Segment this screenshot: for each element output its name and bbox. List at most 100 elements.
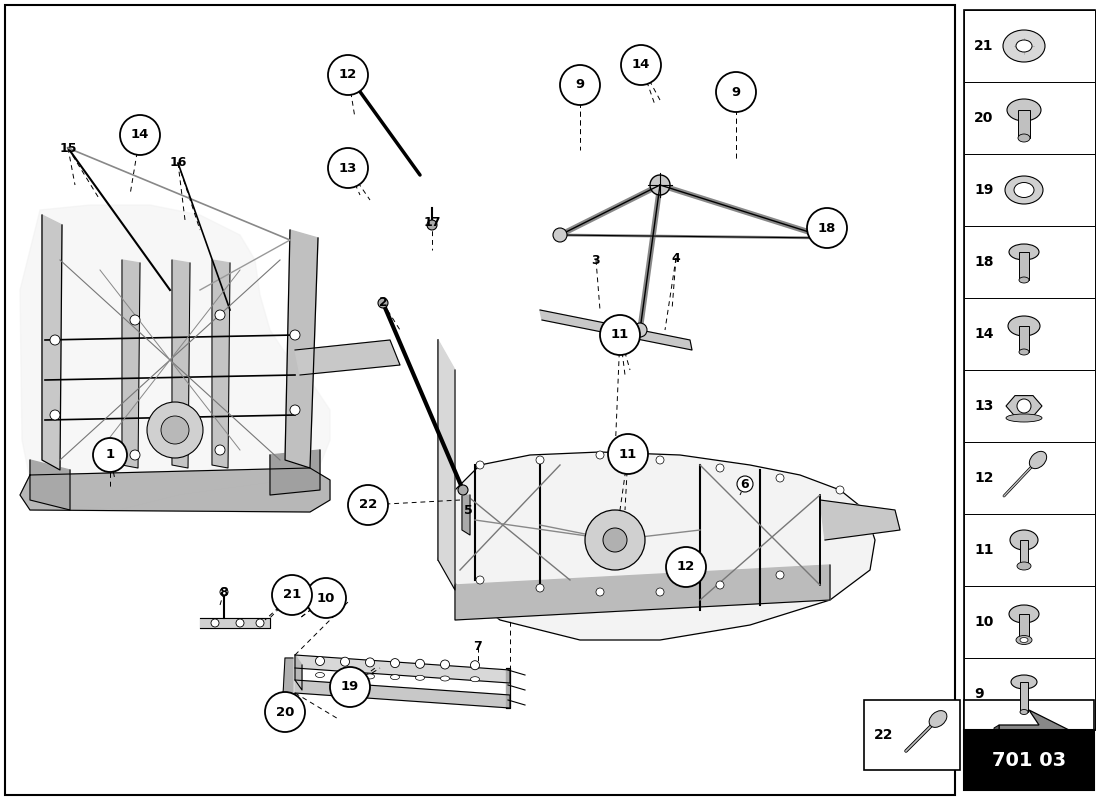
Text: 8: 8 bbox=[220, 586, 229, 598]
Bar bbox=[1019, 252, 1028, 280]
Circle shape bbox=[536, 456, 544, 464]
Circle shape bbox=[220, 588, 228, 596]
Polygon shape bbox=[438, 340, 874, 640]
Polygon shape bbox=[200, 618, 270, 628]
Bar bbox=[1019, 326, 1028, 352]
Circle shape bbox=[328, 148, 369, 188]
Polygon shape bbox=[295, 655, 302, 690]
Polygon shape bbox=[994, 725, 999, 743]
Ellipse shape bbox=[1030, 451, 1046, 469]
FancyBboxPatch shape bbox=[964, 10, 1094, 730]
Ellipse shape bbox=[1006, 414, 1042, 422]
Polygon shape bbox=[1006, 396, 1042, 416]
Polygon shape bbox=[438, 340, 455, 590]
Circle shape bbox=[130, 450, 140, 460]
Circle shape bbox=[316, 657, 324, 666]
Circle shape bbox=[716, 464, 724, 472]
Text: 7: 7 bbox=[474, 641, 483, 654]
Text: 13: 13 bbox=[974, 399, 993, 413]
Ellipse shape bbox=[1018, 134, 1030, 142]
Circle shape bbox=[471, 661, 480, 670]
Ellipse shape bbox=[1016, 40, 1032, 52]
Text: 12: 12 bbox=[676, 561, 695, 574]
Ellipse shape bbox=[1016, 635, 1032, 645]
Ellipse shape bbox=[1019, 277, 1028, 283]
Text: 13: 13 bbox=[339, 162, 358, 174]
Text: 20: 20 bbox=[974, 111, 993, 125]
Circle shape bbox=[365, 658, 374, 667]
Circle shape bbox=[656, 588, 664, 596]
Circle shape bbox=[1018, 399, 1031, 413]
Circle shape bbox=[621, 45, 661, 85]
Text: 18: 18 bbox=[974, 255, 993, 269]
Circle shape bbox=[776, 474, 784, 482]
Ellipse shape bbox=[1010, 530, 1038, 550]
Ellipse shape bbox=[1020, 710, 1028, 714]
Ellipse shape bbox=[365, 674, 374, 679]
Text: 17: 17 bbox=[424, 215, 441, 229]
FancyBboxPatch shape bbox=[964, 442, 1094, 514]
Polygon shape bbox=[122, 260, 140, 468]
Circle shape bbox=[390, 658, 399, 667]
Ellipse shape bbox=[1020, 638, 1028, 642]
Polygon shape bbox=[295, 655, 510, 683]
Polygon shape bbox=[295, 680, 510, 708]
Text: 10: 10 bbox=[317, 591, 336, 605]
Circle shape bbox=[476, 576, 484, 584]
Polygon shape bbox=[270, 450, 320, 495]
FancyBboxPatch shape bbox=[864, 700, 960, 770]
Polygon shape bbox=[462, 495, 470, 535]
FancyBboxPatch shape bbox=[964, 226, 1094, 298]
Bar bbox=[1018, 110, 1030, 138]
Text: 21: 21 bbox=[974, 39, 993, 53]
Circle shape bbox=[716, 72, 756, 112]
Circle shape bbox=[265, 692, 305, 732]
Circle shape bbox=[716, 581, 724, 589]
Ellipse shape bbox=[1006, 99, 1041, 121]
Circle shape bbox=[147, 402, 204, 458]
FancyBboxPatch shape bbox=[964, 700, 1094, 770]
Circle shape bbox=[603, 528, 627, 552]
Ellipse shape bbox=[1014, 182, 1034, 198]
Ellipse shape bbox=[1003, 30, 1045, 62]
Text: 11: 11 bbox=[619, 447, 637, 461]
Circle shape bbox=[214, 445, 225, 455]
Circle shape bbox=[50, 410, 60, 420]
Text: 3: 3 bbox=[592, 254, 601, 266]
FancyBboxPatch shape bbox=[964, 298, 1094, 370]
Text: 11: 11 bbox=[610, 329, 629, 342]
Circle shape bbox=[458, 485, 468, 495]
Text: 5: 5 bbox=[463, 503, 472, 517]
Circle shape bbox=[821, 231, 835, 245]
Circle shape bbox=[256, 619, 264, 627]
Circle shape bbox=[328, 55, 369, 95]
Ellipse shape bbox=[1011, 675, 1037, 689]
Circle shape bbox=[290, 405, 300, 415]
Circle shape bbox=[341, 658, 350, 666]
FancyBboxPatch shape bbox=[964, 154, 1094, 226]
Ellipse shape bbox=[1019, 349, 1028, 355]
Text: 20: 20 bbox=[276, 706, 294, 718]
Circle shape bbox=[476, 461, 484, 469]
Circle shape bbox=[120, 115, 160, 155]
Circle shape bbox=[306, 578, 346, 618]
Bar bbox=[1019, 614, 1028, 640]
Text: 1: 1 bbox=[106, 449, 114, 462]
Circle shape bbox=[560, 65, 600, 105]
Polygon shape bbox=[295, 340, 400, 375]
Polygon shape bbox=[20, 468, 330, 512]
Text: 2: 2 bbox=[378, 297, 387, 310]
Circle shape bbox=[600, 315, 640, 355]
FancyBboxPatch shape bbox=[964, 10, 1094, 82]
FancyBboxPatch shape bbox=[6, 5, 955, 795]
Text: 4: 4 bbox=[672, 251, 681, 265]
Polygon shape bbox=[820, 500, 900, 540]
Circle shape bbox=[342, 69, 354, 81]
Polygon shape bbox=[20, 205, 330, 510]
Circle shape bbox=[416, 659, 425, 668]
FancyBboxPatch shape bbox=[964, 658, 1094, 730]
Text: 6: 6 bbox=[740, 478, 749, 490]
Text: 22: 22 bbox=[359, 498, 377, 511]
Text: 14: 14 bbox=[131, 129, 150, 142]
Circle shape bbox=[236, 619, 244, 627]
